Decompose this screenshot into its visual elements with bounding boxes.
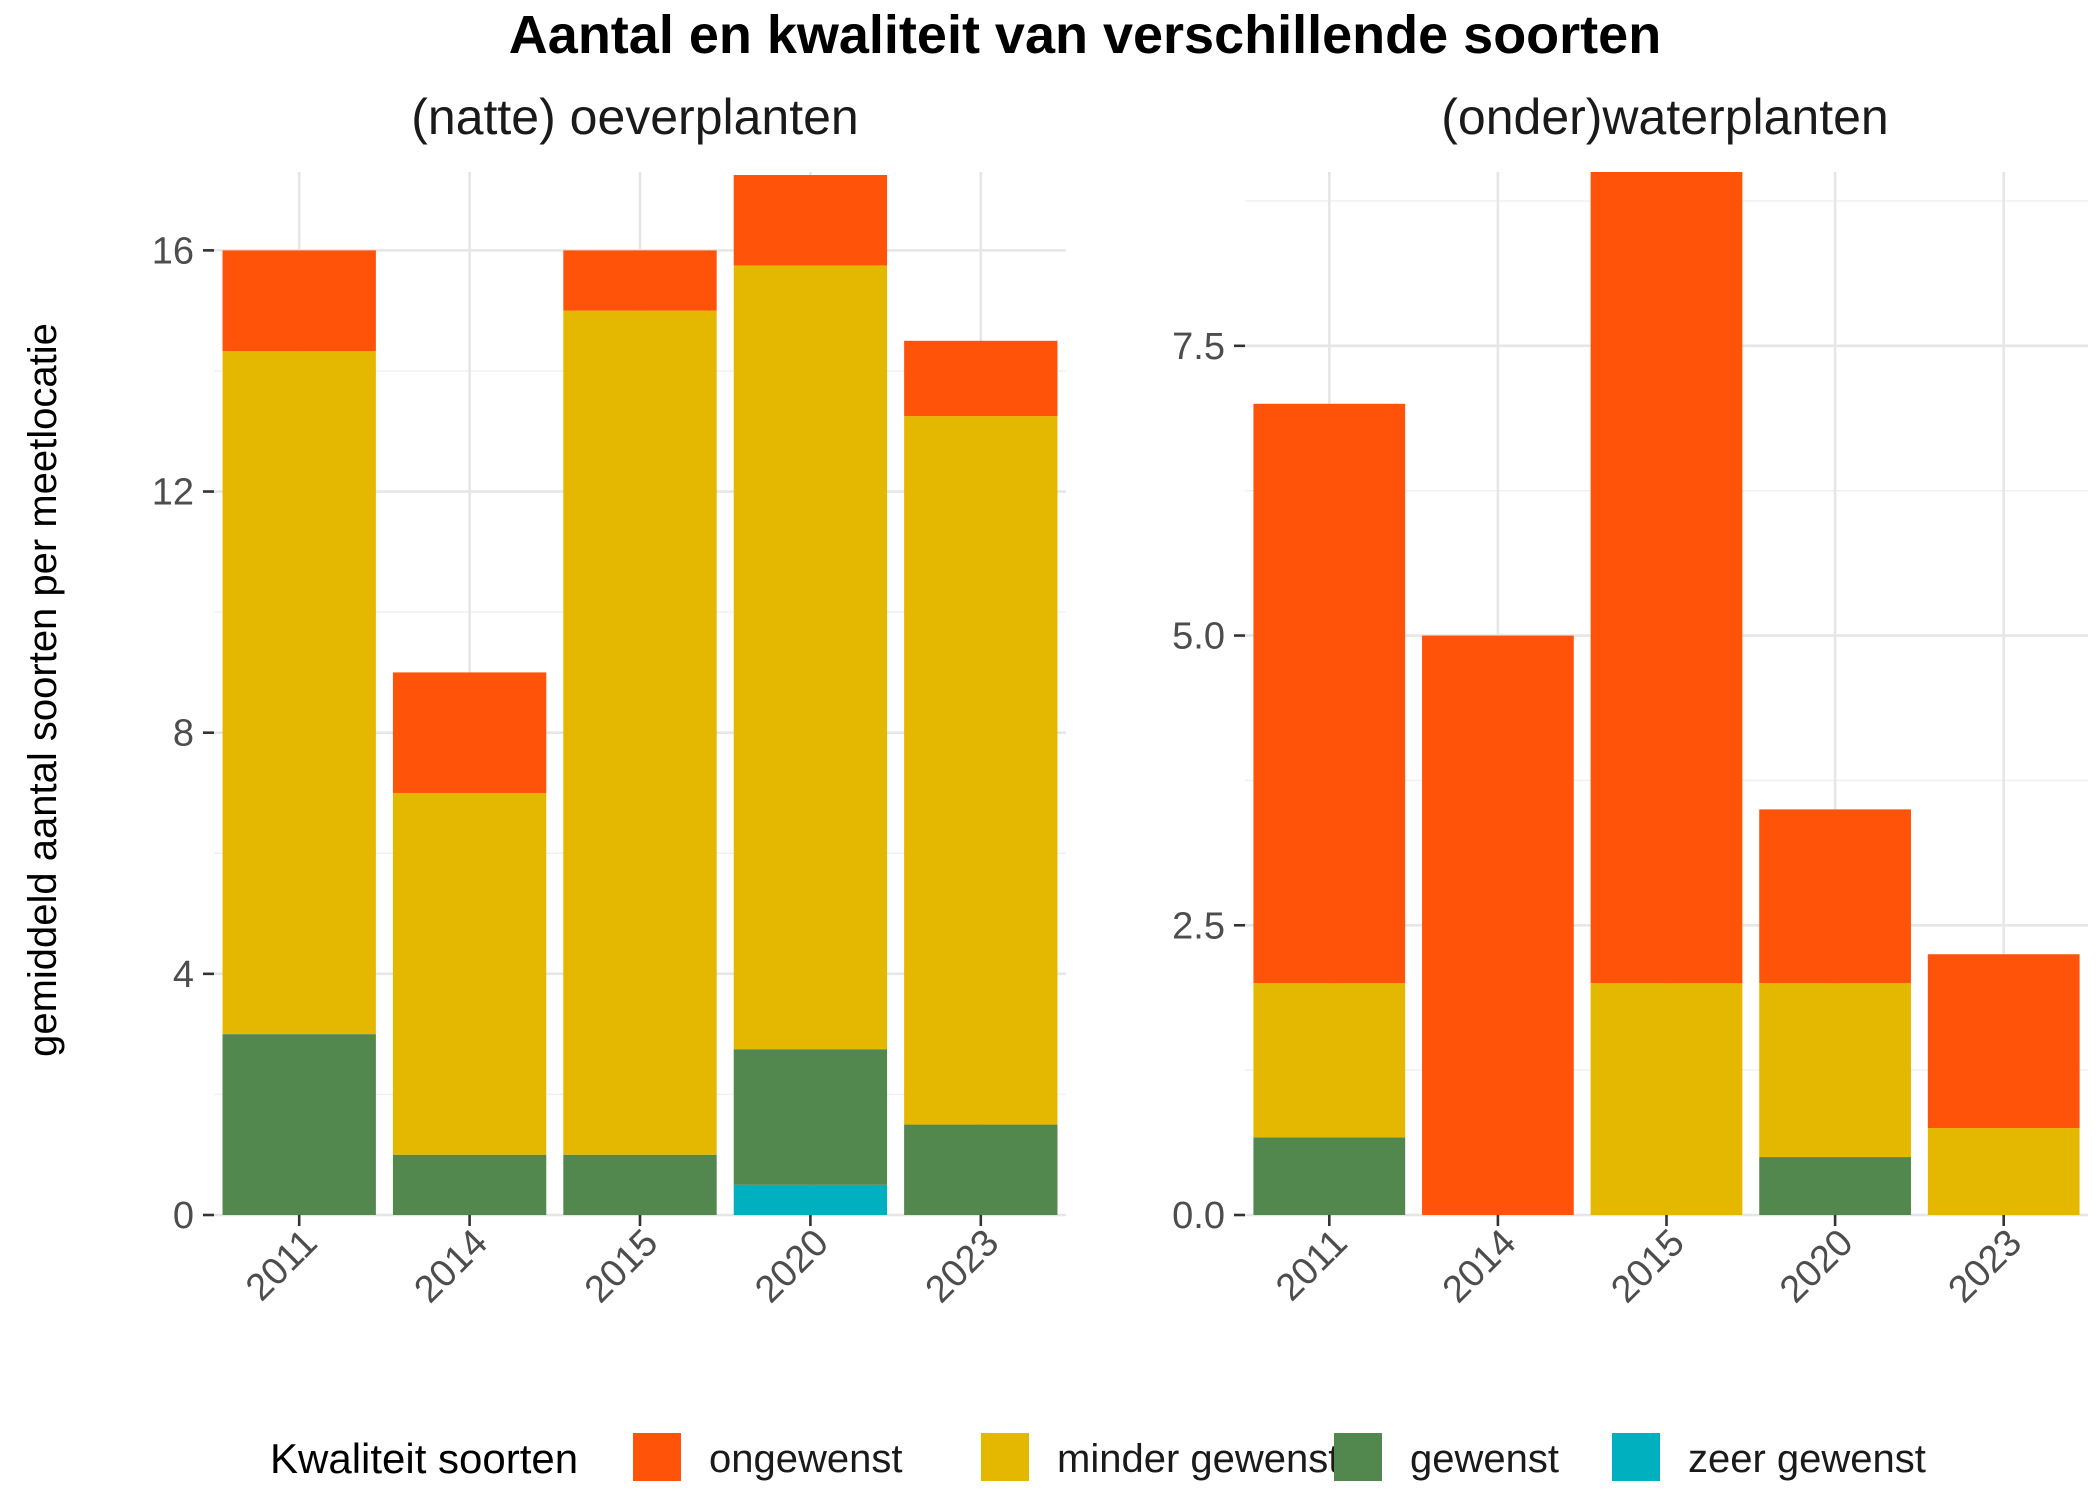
y-tick-label: 16 [152,230,194,272]
y-tick-label: 7.5 [1172,326,1225,368]
y-axis-title: gemiddeld aantal soorten per meetlocatie [21,323,65,1057]
legend-key-minder-gewenst [981,1433,1029,1481]
bar-segment-ongewenst-2014 [1422,635,1574,1215]
y-tick-label: 8 [173,713,194,755]
x-tick-label: 2023 [918,1222,1007,1311]
bar-segment-minder-gewenst-2014 [392,792,547,1155]
x-tick-label: 2020 [747,1222,836,1311]
bar-segment-minder-gewenst-2015 [1590,983,1743,1215]
x-tick-label: 2020 [1772,1222,1861,1311]
bar-segment-minder-gewenst-2015 [563,310,717,1155]
bar-segment-zeer-gewenst-2020 [733,1184,888,1215]
panel-waterplanten: 0.0 2.5 5.0 7.5 2011 2014 2015 2020 2023 [1172,172,2088,1311]
bar-segment-ongewenst-2015 [563,250,717,311]
bar-segment-gewenst-2023 [904,1124,1058,1215]
legend-key-ongewenst [633,1433,681,1481]
x-tick-label: 2014 [1435,1222,1524,1311]
legend-label-ongewenst: ongewenst [709,1437,902,1481]
y-tick-label: 2.5 [1172,905,1225,947]
bar-segment-minder-gewenst-2011 [1253,983,1406,1138]
chart-title: Aantal en kwaliteit van verschillende so… [509,5,1661,65]
bar-segment-ongewenst-2011 [222,250,376,352]
bar-segment-gewenst-2011 [222,1034,376,1215]
y-tick-label: 5.0 [1172,616,1225,658]
bar-segment-gewenst-2020 [733,1049,888,1185]
legend-key-zeer-gewenst [1612,1433,1660,1481]
bar-segment-ongewenst-2014 [392,672,547,793]
bar-segment-minder-gewenst-2023 [904,416,1058,1125]
legend-key-gewenst [1334,1433,1382,1481]
bar-segment-minder-gewenst-2020 [733,265,888,1050]
legend-label-zeer-gewenst: zeer gewenst [1688,1437,1926,1481]
panel-title-oeverplanten: (natte) oeverplanten [411,89,859,145]
bar-segment-ongewenst-2020 [1759,809,1911,984]
x-tick-label: 2015 [577,1222,666,1311]
x-tick-label: 2011 [1268,1222,1355,1309]
legend: Kwaliteit soorten ongewenst minder gewens… [270,1433,1926,1482]
bar-segment-minder-gewenst-2020 [1759,983,1911,1158]
bar-segment-ongewenst-2023 [1927,954,2080,1129]
panel-oeverplanten: 0 4 8 12 16 2011 2014 2015 2020 2023 [152,172,1066,1311]
bar-segment-gewenst-2011 [1253,1137,1406,1215]
y-tick-label: 0 [173,1195,194,1237]
panel-title-waterplanten: (onder)waterplanten [1441,89,1889,145]
x-tick-label: 2014 [406,1222,495,1311]
legend-title: Kwaliteit soorten [270,1435,578,1482]
bar-segment-minder-gewenst-2011 [222,351,376,1035]
x-tick-label: 2015 [1603,1222,1692,1311]
bar-segment-gewenst-2020 [1759,1157,1911,1215]
y-tick-label: 4 [173,954,194,996]
bar-segment-gewenst-2015 [563,1154,717,1215]
bar-segment-ongewenst-2020 [733,175,888,266]
bar-segment-ongewenst-2011 [1253,403,1406,984]
bar-segment-ongewenst-2023 [904,340,1058,417]
legend-label-minder-gewenst: minder gewenst [1057,1437,1339,1481]
x-tick-label: 2011 [238,1222,325,1309]
bar-segment-ongewenst-2015 [1590,172,1743,984]
y-tick-label: 0.0 [1172,1195,1225,1237]
bar-segment-gewenst-2014 [392,1154,547,1215]
legend-label-gewenst: gewenst [1410,1437,1559,1481]
y-tick-label: 12 [152,472,194,514]
bar-segment-minder-gewenst-2023 [1927,1128,2080,1215]
x-tick-label: 2023 [1941,1222,2030,1311]
